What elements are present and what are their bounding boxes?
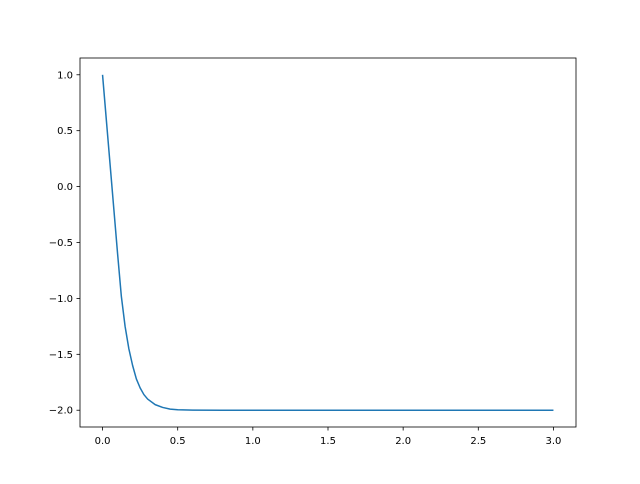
x-tick-label: 3.0 <box>546 436 562 447</box>
y-tick-label: 0.5 <box>57 126 73 137</box>
series-lines <box>101 74 554 411</box>
x-tick-label: 1.5 <box>320 436 336 447</box>
x-tick-label: 1.0 <box>245 436 261 447</box>
x-tick-label: 2.5 <box>470 436 486 447</box>
y-tick-label: −1.0 <box>49 294 73 305</box>
y-axis: 1.0 0.5 0.0 −0.5 −1.0 −1.5 −2.0 <box>49 70 80 417</box>
y-tick-label: −0.5 <box>49 238 73 249</box>
x-tick-label: 0.0 <box>95 436 111 447</box>
y-tick-label: −2.0 <box>49 406 73 417</box>
x-tick-label: 2.0 <box>395 436 411 447</box>
x-tick-label: 0.5 <box>170 436 186 447</box>
y-tick-label: 1.0 <box>57 70 73 81</box>
plot-area <box>80 58 576 427</box>
y-tick-label: 0.0 <box>57 182 73 193</box>
axes-frame <box>79 57 577 428</box>
x-axis: 0.0 0.5 1.0 1.5 2.0 2.5 3.0 <box>95 427 562 447</box>
y-tick-label: −1.5 <box>49 350 73 361</box>
series-line <box>101 74 554 411</box>
